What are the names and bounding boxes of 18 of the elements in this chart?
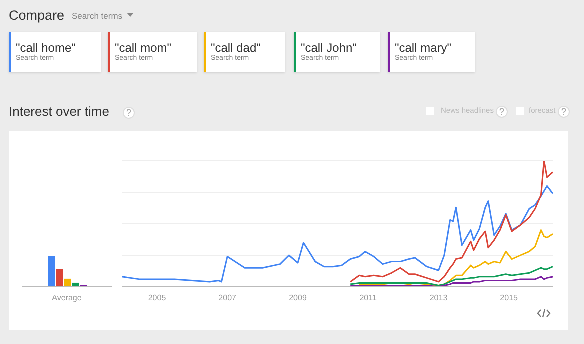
x-tick-label: 2013 bbox=[430, 294, 448, 303]
legend-label: "call John" bbox=[301, 41, 357, 55]
x-tick-label: 2015 bbox=[500, 294, 519, 303]
text: Compare bbox=[9, 8, 65, 23]
bar bbox=[56, 269, 63, 287]
legend-label: "call mom" bbox=[115, 41, 172, 55]
x-tick-label: Average bbox=[52, 294, 82, 303]
x-tick-label: 2005 bbox=[148, 294, 167, 303]
bar bbox=[64, 278, 71, 287]
legend-label: "call dad" bbox=[211, 41, 261, 55]
text: Search terms bbox=[72, 11, 123, 21]
x-tick-label: 2009 bbox=[289, 294, 308, 303]
legend-label: "call mary" bbox=[395, 41, 452, 55]
x-tick-label: 2007 bbox=[218, 294, 238, 303]
x-tick-label: 2011 bbox=[360, 294, 378, 303]
legend-label: "call home" bbox=[16, 41, 76, 55]
chart-title: Interest over time bbox=[9, 104, 110, 119]
bar bbox=[48, 256, 55, 287]
